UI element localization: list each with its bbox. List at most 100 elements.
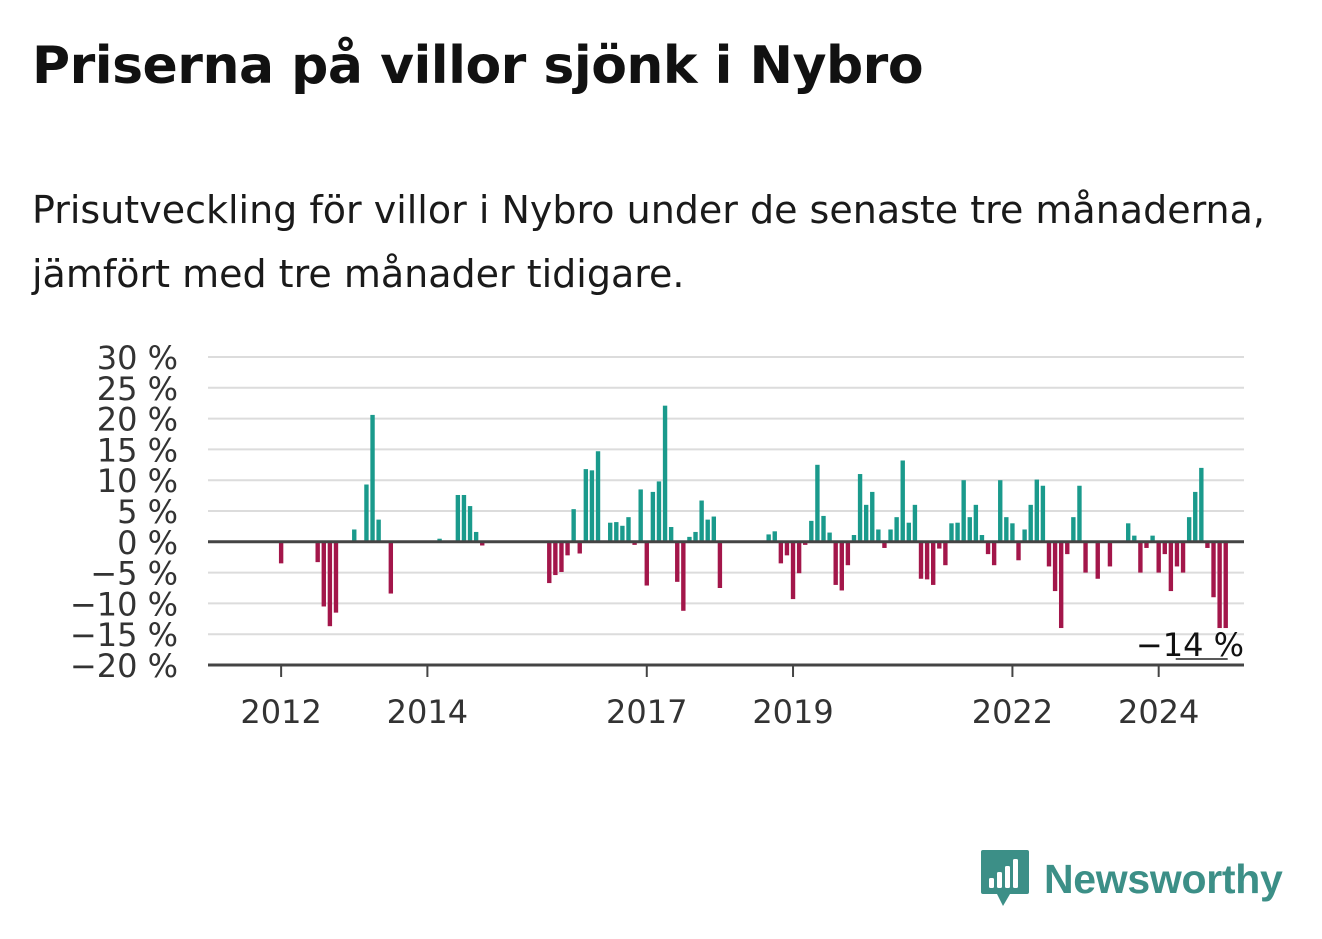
bar: [559, 541, 564, 572]
annotations: −14 %: [1136, 626, 1244, 664]
y-tick-label: 10 %: [97, 462, 178, 500]
bar: [675, 541, 680, 582]
bar: [1083, 541, 1088, 573]
bar: [1156, 541, 1161, 573]
bar: [784, 541, 790, 556]
bar: [327, 541, 333, 627]
bar: [717, 541, 723, 588]
bar: [973, 504, 979, 542]
y-tick-label: 5 %: [117, 493, 178, 531]
bar: [955, 522, 960, 542]
bar: [455, 494, 461, 542]
bar: [949, 523, 954, 542]
bar: [1107, 541, 1113, 567]
bar: [1217, 541, 1222, 629]
gridlines: [208, 356, 1244, 636]
bar: [571, 509, 576, 542]
bar: [1004, 517, 1009, 542]
bar: [437, 538, 442, 542]
bar: [924, 541, 930, 580]
bar: [931, 541, 936, 585]
bar: [699, 500, 704, 542]
bar: [364, 484, 369, 542]
bar: [772, 531, 777, 542]
bar: [608, 522, 613, 542]
bar: [577, 541, 582, 554]
bar: [1168, 541, 1174, 592]
bar: [821, 515, 826, 542]
y-tick-label: 20 %: [97, 401, 178, 439]
bar: [943, 541, 948, 566]
x-tick-label: 2024: [1118, 693, 1199, 731]
bar: [1095, 541, 1100, 579]
brand-name: Newsworthy: [1044, 855, 1283, 902]
bar: [1077, 485, 1082, 542]
bar: [766, 534, 771, 542]
y-tick-label: 30 %: [97, 339, 178, 377]
bar: [626, 517, 631, 542]
bar: [352, 529, 357, 542]
y-tick-label: −10 %: [70, 585, 178, 623]
bar: [321, 541, 326, 607]
y-tick-label: −20 %: [70, 647, 178, 685]
bar-chart: 30 %25 %20 %15 %10 %5 %0 %−5 %−10 %−15 %…: [70, 339, 1244, 731]
bar: [644, 541, 649, 586]
bar: [693, 531, 698, 542]
bar: [1174, 541, 1180, 567]
bar: [979, 535, 985, 542]
bar: [1211, 541, 1216, 598]
bar: [882, 541, 887, 548]
bar: [778, 541, 784, 564]
bar: [1046, 541, 1052, 567]
bar: [1223, 541, 1228, 629]
bar: [705, 519, 710, 542]
bar: [809, 520, 814, 542]
bar: [851, 535, 857, 542]
bar: [888, 529, 893, 542]
bar: [815, 464, 820, 542]
bar: [876, 529, 881, 542]
x-tick-label: 2017: [606, 693, 687, 731]
newsworthy-brand: Newsworthy: [980, 848, 1283, 910]
bar: [827, 532, 832, 542]
bar: [315, 541, 320, 563]
bar: [638, 489, 643, 542]
bar: [894, 517, 899, 542]
bar: [553, 541, 558, 576]
bar: [906, 522, 912, 542]
bar: [1058, 541, 1064, 629]
bar: [681, 541, 686, 611]
bar: [461, 494, 467, 542]
bar: [388, 541, 394, 594]
bar: [656, 481, 662, 542]
bar: [790, 541, 796, 600]
bar: [278, 541, 284, 564]
bar: [1180, 541, 1186, 573]
bars: [278, 405, 1228, 629]
bar: [1052, 541, 1058, 592]
bar: [1022, 529, 1027, 542]
bar: [614, 522, 619, 542]
bar: [620, 525, 625, 542]
x-tick-label: 2022: [972, 693, 1053, 731]
bar: [1138, 541, 1143, 573]
bar: [632, 541, 637, 545]
axes: [208, 540, 1244, 667]
bar: [370, 414, 375, 542]
bar: [833, 541, 838, 585]
bar: [1028, 504, 1033, 542]
bar: [711, 516, 717, 542]
bar: [870, 491, 875, 542]
y-tick-label: 15 %: [97, 431, 178, 469]
bar: [1132, 535, 1137, 542]
bar: [1071, 517, 1076, 542]
bar: [998, 480, 1003, 542]
bar: [565, 541, 570, 556]
bar: [937, 541, 942, 549]
bar: [961, 480, 966, 542]
bar: [687, 536, 692, 542]
bar: [333, 541, 339, 613]
bar: [985, 541, 991, 555]
bar: [1040, 485, 1046, 542]
chart-subtitle: Prisutveckling för villor i Nybro under …: [32, 188, 1265, 296]
